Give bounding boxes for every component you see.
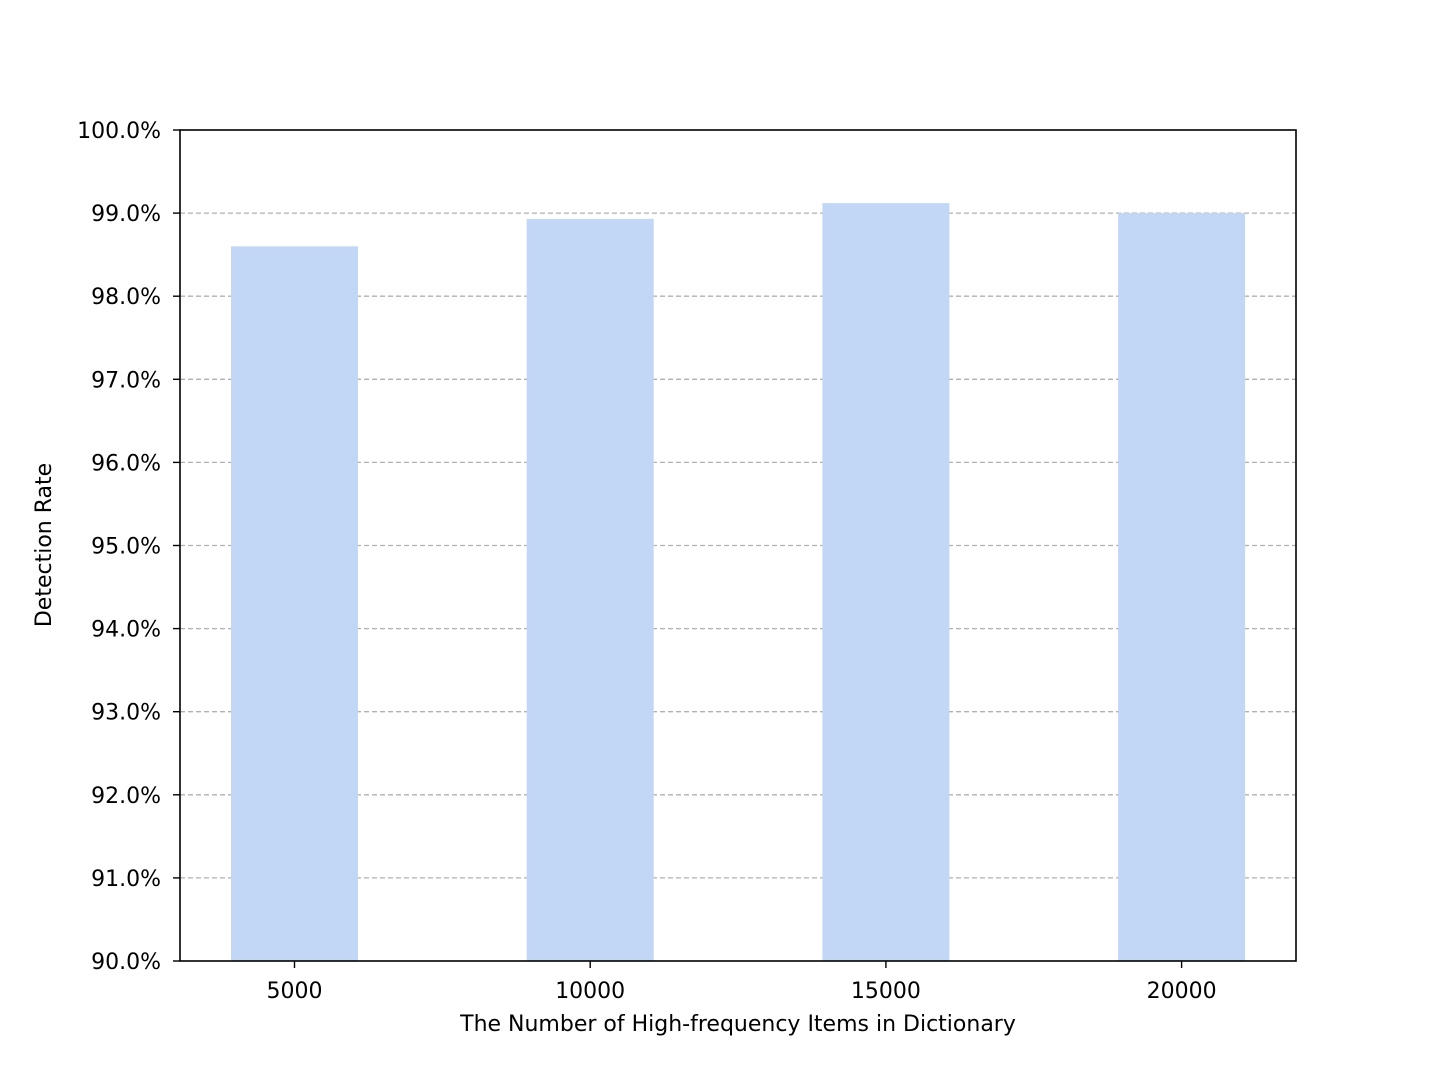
bar-5000 [231, 246, 358, 962]
y-tick-label: 94.0% [91, 618, 161, 643]
x-tick-label: 10000 [555, 979, 625, 1004]
y-tick-label: 93.0% [91, 701, 161, 726]
y-axis-label: Detection Rate [32, 463, 57, 627]
bar-15000 [822, 203, 950, 962]
ticks: 90.0% 91.0% 92.0% 93.0% 94.0% 95.0% 96.0% 97.0%… [77, 119, 1216, 1004]
y-tick-label: 99.0% [91, 202, 161, 227]
x-tick-label: 15000 [851, 979, 921, 1004]
y-tick-label: 100.0% [77, 119, 161, 144]
x-axis-label: The Number of High-frequency Items in Di… [459, 1012, 1016, 1037]
x-tick-label: 20000 [1147, 979, 1217, 1004]
y-tick-label: 95.0% [91, 535, 161, 560]
y-tick-label: 98.0% [91, 285, 161, 310]
y-tick-label: 90.0% [91, 950, 161, 975]
y-tick-label: 92.0% [91, 784, 161, 809]
y-tick-label: 91.0% [91, 867, 161, 892]
x-tick-label: 5000 [267, 979, 323, 1004]
bar-20000 [1118, 213, 1246, 962]
bar-10000 [526, 218, 654, 962]
bars [231, 203, 1246, 962]
y-tick-label: 96.0% [91, 451, 161, 476]
y-tick-label: 97.0% [91, 368, 161, 393]
gridlines [180, 212, 1296, 879]
